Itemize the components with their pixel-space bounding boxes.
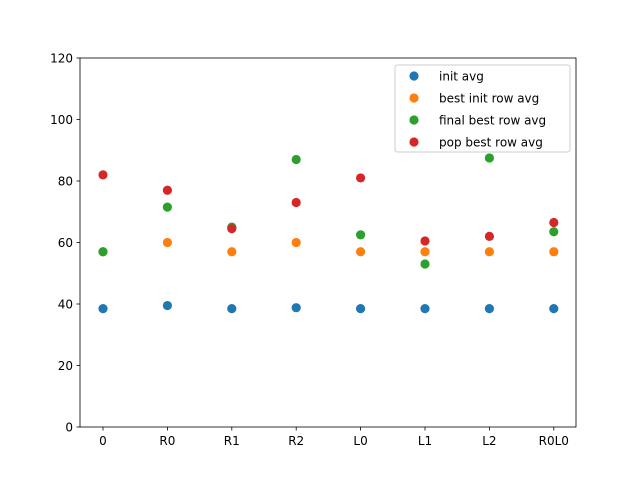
- series-0: [98, 300, 559, 314]
- legend-marker: [409, 71, 419, 81]
- data-point: [356, 247, 366, 257]
- legend-marker: [409, 137, 419, 147]
- data-point: [484, 304, 494, 314]
- y-tick-label: 100: [50, 113, 73, 127]
- data-point: [484, 153, 494, 163]
- data-point: [484, 247, 494, 257]
- data-point: [549, 247, 559, 257]
- x-tick-label: L1: [418, 434, 432, 448]
- data-point: [356, 304, 366, 314]
- data-point: [162, 202, 172, 212]
- data-point: [291, 303, 301, 313]
- x-tick-label: R1: [224, 434, 240, 448]
- series-1: [98, 237, 559, 257]
- data-point: [291, 237, 301, 248]
- legend-marker: [409, 115, 419, 125]
- data-point: [549, 217, 559, 228]
- x-tick-label: R0L0: [539, 434, 569, 448]
- data-point: [98, 304, 108, 314]
- data-point: [420, 247, 430, 257]
- data-point: [549, 304, 559, 314]
- y-tick-label: 80: [58, 174, 73, 188]
- y-tick-label: 20: [58, 359, 73, 373]
- legend-box: [394, 64, 571, 153]
- data-point: [420, 236, 430, 246]
- data-point: [98, 247, 108, 257]
- legend-label: pop best row avg: [439, 135, 543, 149]
- legend: init avg best init row avg final best row …: [394, 64, 571, 153]
- data-point: [484, 231, 494, 241]
- x-tick-label: L0: [353, 434, 367, 448]
- y-tick-label: 40: [58, 297, 73, 311]
- data-point: [227, 247, 237, 257]
- data-point: [356, 173, 366, 183]
- x-tick-label: R2: [288, 434, 304, 448]
- data-point: [162, 237, 172, 248]
- legend-label: final best row avg: [439, 113, 546, 127]
- data-point: [162, 300, 172, 311]
- y-tick-label: 120: [50, 51, 73, 65]
- data-point: [549, 227, 559, 237]
- legend-label: init avg: [439, 69, 484, 83]
- data-point: [227, 224, 237, 234]
- data-point: [162, 185, 172, 195]
- plot-area: [98, 153, 559, 314]
- axes: 0 20 40 60 80 100 120 0 R0 R1 R2 L0 L1 L2 R0L0: [50, 51, 577, 448]
- series-3: [98, 170, 559, 246]
- data-point: [98, 170, 108, 180]
- data-point: [356, 230, 366, 240]
- x-tick-label: L2: [482, 434, 496, 448]
- y-tick-label: 0: [65, 420, 73, 434]
- data-point: [291, 197, 301, 208]
- y-tick-label: 60: [58, 236, 73, 250]
- data-point: [420, 259, 430, 269]
- legend-label: best init row avg: [439, 91, 539, 105]
- data-point: [420, 304, 430, 314]
- x-tick-label: R0: [159, 434, 175, 448]
- data-point: [227, 304, 237, 314]
- x-tick-label: 0: [99, 434, 107, 448]
- legend-marker: [409, 93, 419, 103]
- data-point: [291, 154, 301, 165]
